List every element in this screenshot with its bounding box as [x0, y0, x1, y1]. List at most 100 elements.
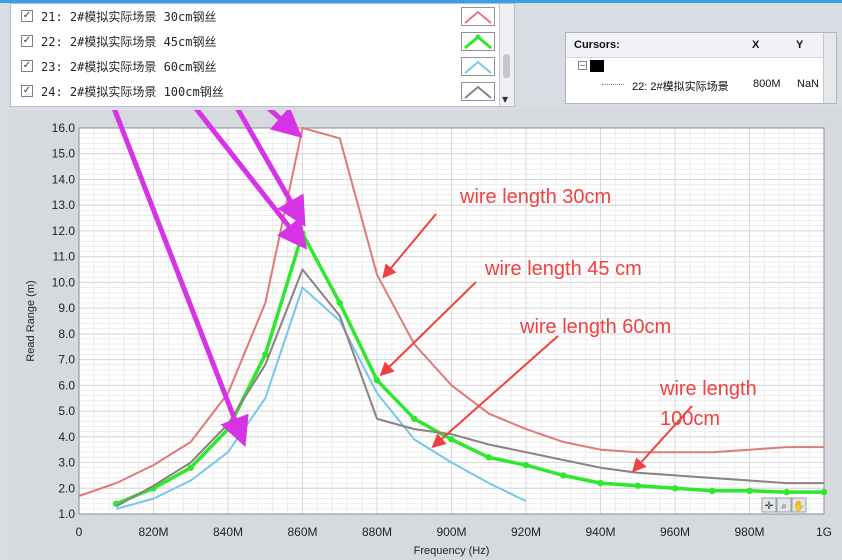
data-point-s45[interactable] — [411, 415, 418, 422]
swatch-line-icon — [464, 10, 492, 24]
data-point-s45[interactable] — [336, 299, 343, 307]
legend-item-100cm[interactable]: ✓ 24: 2#模拟实际场景 100cm钢丝 — [11, 81, 506, 103]
y-tick-label: 2.0 — [58, 481, 75, 495]
x-axis-label: Frequency (Hz) — [414, 545, 490, 557]
zoom-tool-glyph: ✛ — [765, 501, 774, 512]
legend-label: 23: 2#模拟实际场景 60cm钢丝 — [41, 60, 217, 74]
legend-label: 21: 2#模拟实际场景 30cm钢丝 — [41, 10, 217, 24]
legend-item-30cm[interactable]: ✓ 21: 2#模拟实际场景 30cm钢丝 — [11, 6, 506, 28]
data-point-s45[interactable] — [373, 376, 381, 384]
plot-border — [78, 127, 825, 515]
x-tick-label: 0 — [76, 525, 83, 539]
series-line-s30[interactable] — [78, 127, 824, 497]
cursor-expand-icon[interactable]: − — [578, 61, 587, 70]
cursor-header: Cursors: X Y — [566, 33, 836, 58]
y-tick-label: 11.0 — [53, 250, 76, 264]
annotation-arrow — [382, 213, 437, 279]
swatch-line-icon — [464, 85, 492, 99]
y-tick-label: 14.0 — [52, 172, 76, 186]
legend-swatch-60cm[interactable] — [461, 57, 495, 76]
cursor-col-y: Y — [796, 39, 804, 51]
data-point-s45[interactable] — [560, 472, 567, 479]
legend-checkbox[interactable]: ✓ — [21, 85, 33, 97]
data-point-s45[interactable] — [709, 487, 716, 495]
scroll-down-icon[interactable]: ▼ — [502, 95, 509, 104]
y-tick-label: 15.0 — [52, 147, 76, 161]
y-tick-label: 10.0 — [52, 275, 76, 289]
cursor-panel: Cursors: X Y − 22: 2#模拟实际场景 800M NaN — [565, 32, 837, 104]
data-point-s45[interactable] — [485, 454, 492, 461]
magnify-tool-icon[interactable] — [776, 497, 792, 513]
y-tick-label: 4.0 — [58, 430, 75, 444]
y-tick-label: 9.0 — [58, 301, 75, 315]
series-line-s60[interactable] — [116, 286, 527, 510]
data-point-s45[interactable] — [634, 482, 641, 489]
legend-swatch-45cm[interactable] — [461, 32, 495, 51]
pointer-arrow-magenta — [112, 110, 249, 447]
y-tick-label: 6.0 — [58, 378, 75, 392]
chart-area: 0 820M 840M 860M 880M 900M 920M 940M 960M 980M 1G 1… — [8, 110, 842, 560]
legend-item-60cm[interactable]: ✓ 23: 2#模拟实际场景 60cm钢丝 — [11, 56, 506, 78]
data-point-s45[interactable] — [187, 464, 194, 471]
legend-checkbox[interactable]: ✓ — [21, 60, 33, 72]
x-tick-label: 840M — [213, 525, 243, 539]
cursor-scrollbar[interactable] — [823, 33, 836, 103]
cursor-row-x: 800M — [753, 78, 781, 90]
cursor-color-swatch[interactable] — [590, 60, 604, 72]
pan-tool-icon[interactable] — [791, 497, 807, 513]
cursor-title: Cursors: — [574, 39, 620, 51]
annotation-30cm: wire length 30cm — [460, 186, 612, 208]
y-tick-label: 12.0 — [52, 224, 76, 238]
annotation-60cm: wire length 60cm — [520, 316, 672, 338]
zoom-tool-icon[interactable] — [761, 497, 777, 513]
x-tick-label: 880M — [362, 525, 392, 539]
line-chart[interactable]: 0 820M 840M 860M 880M 900M 920M 940M 960M 980M 1G 1… — [8, 110, 842, 560]
legend-swatch-30cm[interactable] — [461, 7, 495, 26]
legend-checkbox[interactable]: ✓ — [21, 35, 33, 47]
cursor-tree-line — [602, 84, 624, 85]
y-tick-label: 5.0 — [58, 404, 75, 418]
x-tick-label: 820M — [138, 525, 168, 539]
legend-item-45cm[interactable]: ✓ 22: 2#模拟实际场景 45cm钢丝 — [11, 31, 506, 53]
annotation-100cm: wire length 100cm — [660, 378, 757, 430]
y-tick-label: 16.0 — [52, 121, 76, 135]
swatch-line-icon — [464, 34, 492, 50]
cursor-row-y: NaN — [797, 78, 820, 90]
y-axis-label: Read Range (m) — [25, 280, 37, 361]
x-tick-label: 1G — [816, 525, 832, 539]
x-tick-label: 860M — [287, 525, 317, 539]
y-tick-label: 1.0 — [58, 507, 75, 521]
pointer-arrow-magenta — [235, 110, 306, 228]
data-point-s45[interactable] — [299, 230, 306, 237]
pointer-arrow-magenta — [193, 110, 308, 250]
data-point-s45[interactable] — [597, 479, 604, 487]
y-tick-label: 8.0 — [58, 327, 75, 341]
pan-tool-glyph: ✋ — [793, 499, 805, 512]
data-point-s45[interactable] — [820, 488, 828, 496]
x-tick-label: 940M — [585, 525, 615, 539]
data-point-s45[interactable] — [262, 351, 269, 358]
data-point-s45[interactable] — [746, 487, 753, 495]
x-tick-label: 980M — [734, 525, 764, 539]
x-tick-label: 960M — [660, 525, 690, 539]
legend-checkbox[interactable]: ✓ — [21, 10, 33, 22]
swatch-line-icon — [464, 60, 492, 74]
cursor-row-name: 22: 2#模拟实际场景 — [632, 81, 729, 93]
data-point-s45[interactable] — [783, 488, 790, 496]
y-tick-label: 7.0 — [58, 353, 75, 367]
data-point-s45[interactable] — [522, 461, 530, 469]
plot-legend: ✓ 21: 2#模拟实际场景 30cm钢丝 ✓ 22: 2#模拟实际场景 45c… — [10, 3, 515, 107]
y-tick-label: 13.0 — [52, 198, 76, 212]
legend-scrollbar[interactable]: ▼ — [499, 4, 514, 106]
data-point-s45[interactable] — [448, 436, 455, 443]
legend-swatch-100cm[interactable] — [461, 82, 495, 101]
cursor-col-x: X — [752, 39, 760, 51]
annotation-arrow — [379, 281, 477, 377]
window-top-accent — [0, 0, 842, 3]
data-point-s45[interactable] — [671, 485, 679, 492]
annotation-arrow — [631, 405, 693, 473]
scrollbar-thumb[interactable] — [503, 54, 510, 78]
legend-label: 22: 2#模拟实际场景 45cm钢丝 — [41, 35, 217, 49]
magnify-tool-glyph: ⌕ — [781, 501, 787, 512]
y-tick-label: 3.0 — [58, 456, 75, 470]
